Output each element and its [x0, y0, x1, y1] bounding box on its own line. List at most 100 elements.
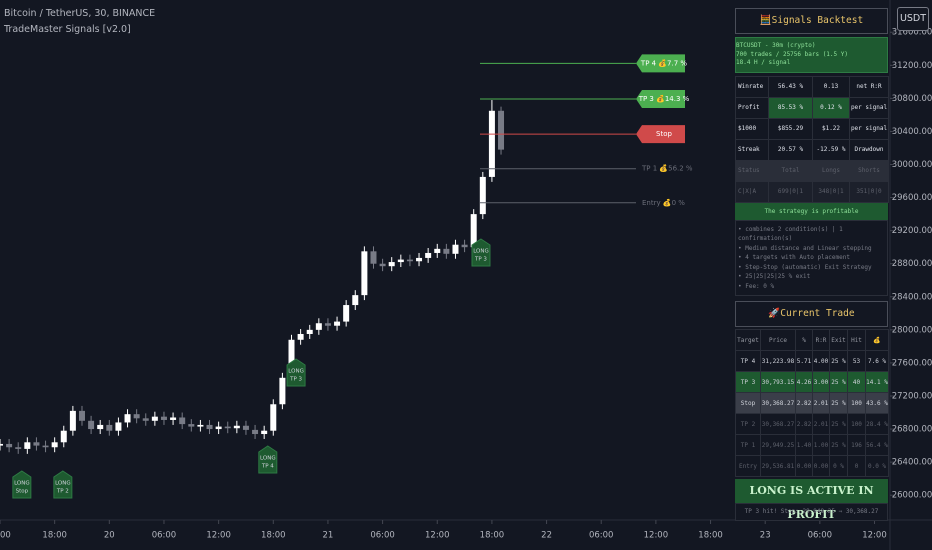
level-tag [636, 125, 685, 144]
x-tick-label: 20 [104, 531, 115, 541]
candle-body [261, 430, 268, 435]
y-tick-label: 28000.00 [892, 325, 932, 335]
backtest-summary: BTCUSDT - 30m (crypto) 700 trades / 25756… [735, 37, 888, 73]
trade-cell: 2.01 [812, 392, 830, 414]
x-tick-label: 12:00 [425, 531, 450, 541]
x-tick-label: 23 [760, 531, 771, 541]
candle-body [443, 248, 450, 254]
trade-cell: Stop [735, 392, 761, 414]
backtest-cell: 20.57 % [768, 138, 813, 161]
backtest-cell: Streak [735, 138, 769, 161]
trade-header-cell: 💰 [865, 329, 889, 351]
trade-cell: 40 [847, 371, 866, 393]
x-tick-label: 12:00 [206, 531, 231, 541]
candle-body [88, 420, 95, 430]
trade-cell: TP 1 [735, 434, 761, 456]
trade-cell: 25 % [829, 350, 848, 372]
backtest-cell: -12.59 % [812, 138, 850, 161]
note-line: • Step-Stop (automatic) Exit Strategy [738, 263, 872, 271]
candle-body [452, 244, 459, 254]
candle-body [115, 422, 122, 431]
backtest-cell: 351|0|0 [849, 180, 889, 203]
backtest-verdict: The strategy is profitable [735, 202, 888, 220]
candle-body [479, 176, 486, 215]
trade-cell: 7.6 % [865, 350, 889, 372]
candle-body [51, 442, 58, 448]
candle-body [416, 257, 423, 262]
x-tick-label: 12:00 [862, 531, 887, 541]
trade-cell: 30,368.27 [760, 392, 796, 414]
x-tick-label: 06:00 [589, 531, 614, 541]
candle-body [397, 259, 404, 263]
symbol-title: Bitcoin / TetherUS, 30, BINANCE [4, 8, 156, 19]
trade-cell: 56.4 % [865, 434, 889, 456]
candle-body [288, 339, 295, 378]
backtest-row: $1000 $855.29 $1.22 per signal [735, 117, 889, 140]
signal-shape [12, 470, 32, 499]
x-tick-label: 06:00 [152, 531, 177, 541]
candle-body [215, 426, 222, 430]
trade-cell: 25 % [829, 413, 848, 435]
signal-label: LONG [288, 369, 304, 375]
y-tick-label: 30000.00 [892, 160, 932, 170]
trade-header-cell: R:R [812, 329, 830, 351]
trade-cell: 196 [847, 434, 866, 456]
x-tick-label: 18:00 [480, 531, 505, 541]
trade-cell: 0 [847, 455, 866, 477]
candle-body [388, 262, 395, 267]
signal-label: LONG [55, 481, 71, 487]
level-label: TP 3 💰14.3 % [638, 94, 690, 103]
backtest-cell: Total [768, 159, 813, 182]
trade-cell: 29,949.25 [760, 434, 796, 456]
candle-body [124, 414, 131, 423]
candle-body [470, 214, 477, 248]
trade-cell: 0 % [829, 455, 848, 477]
x-tick-label: 18:00 [698, 531, 723, 541]
trade-cell: 31,223.98 [760, 350, 796, 372]
candle-body [160, 416, 167, 420]
signal-marker: LONG TP 4 [258, 445, 278, 474]
trade-row: TP 2 30,368.27 2.82 2.01 25 % 100 28.4 % [735, 413, 889, 435]
candle-body [498, 110, 505, 150]
indicator-name: TradeMaster Signals [v2.0] [4, 24, 131, 35]
currency-button[interactable]: USDT [897, 7, 929, 31]
candle-body [270, 404, 277, 431]
candle-body [97, 424, 104, 430]
y-tick-label: 28400.00 [892, 292, 932, 302]
note-line: • 25|25|25|25 % exit [738, 273, 811, 280]
y-tick-label: 31600.00 [892, 28, 932, 38]
y-tick-label: 26000.00 [892, 491, 932, 501]
backtest-cell: per signal [849, 117, 889, 140]
backtest-row: Status Total Longs Shorts [735, 159, 889, 182]
trade-cell: 4.26 [795, 371, 813, 393]
signal-marker: LONG Stop [12, 470, 32, 499]
summary-line: 700 trades / 25756 bars (1.5 Y) [736, 50, 848, 58]
summary-line: 18.4 H / signal [736, 59, 791, 66]
candle-body [252, 429, 259, 435]
candle-body [6, 443, 13, 448]
backtest-row: Winrate 56.43 % 0.13 net R:R [735, 75, 889, 98]
candle-body [60, 430, 67, 443]
trade-header-cell: Price [760, 329, 796, 351]
note-line: • combines 2 condition(s) | 1 confirmati… [738, 225, 843, 243]
trade-cell: 28.4 % [865, 413, 889, 435]
trade-cell: 14.1 % [865, 371, 889, 393]
trade-cell: 25 % [829, 434, 848, 456]
candle-body [197, 424, 204, 427]
candle-body [315, 323, 322, 330]
trade-cell: 30,368.27 [760, 413, 796, 435]
y-tick-label: 26800.00 [892, 425, 932, 435]
candle-body [242, 425, 249, 430]
candle-body [133, 414, 140, 419]
candle-body [233, 425, 240, 429]
trade-cell: 2.82 [795, 392, 813, 414]
level-label: TP 4 💰7.7 % [640, 58, 687, 67]
candle-body [142, 418, 149, 421]
backtest-cell: 348|0|1 [812, 180, 850, 203]
trade-cell: 29,536.81 [760, 455, 796, 477]
y-tick-label: 30400.00 [892, 127, 932, 137]
signal-shape [471, 238, 491, 267]
candle-body [78, 410, 85, 421]
candle-body [352, 295, 359, 306]
